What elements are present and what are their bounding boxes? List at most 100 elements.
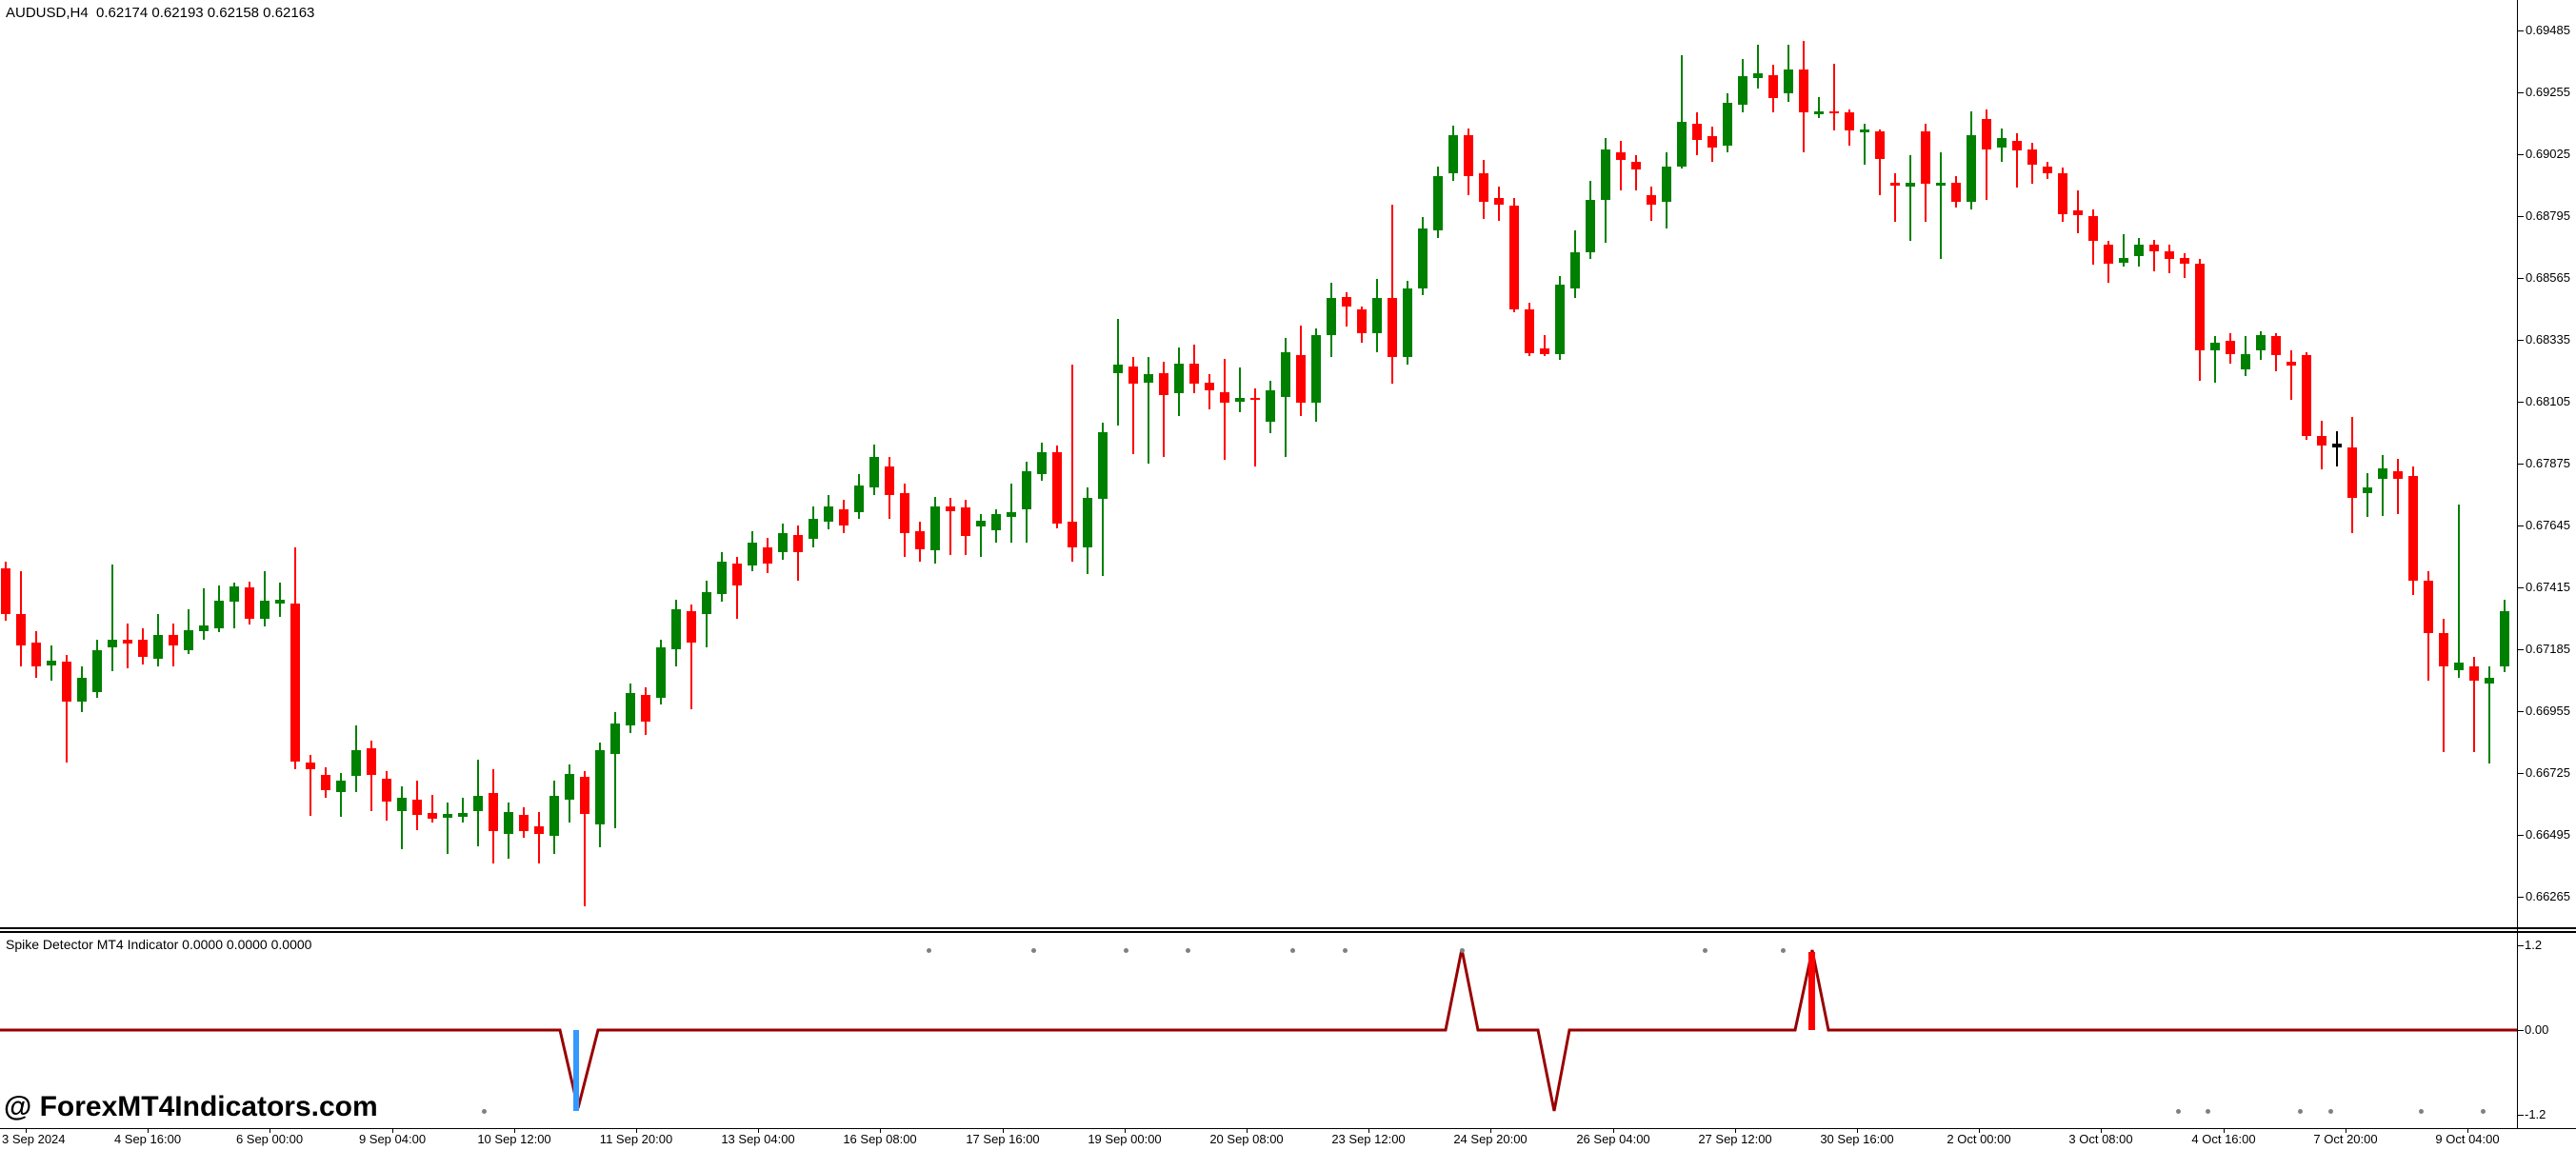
candlestick bbox=[1890, 183, 1900, 186]
candlestick bbox=[1631, 162, 1641, 169]
candle-wick bbox=[2168, 245, 2170, 273]
candle-wick bbox=[233, 583, 235, 628]
price-axis-label: 0.68565 bbox=[2526, 270, 2570, 285]
signal-dot-top bbox=[1703, 948, 1707, 953]
candlestick bbox=[1616, 152, 1626, 160]
candlestick bbox=[778, 533, 788, 552]
time-axis-label: 3 Oct 08:00 bbox=[2068, 1132, 2133, 1146]
candlestick bbox=[1860, 129, 1869, 132]
candle-wick bbox=[111, 565, 113, 671]
price-axis-label: 0.67415 bbox=[2526, 580, 2570, 594]
price-axis-label: 0.68105 bbox=[2526, 394, 2570, 408]
price-axis-label: 0.68335 bbox=[2526, 332, 2570, 347]
candlestick bbox=[854, 486, 864, 512]
time-tick bbox=[1979, 1128, 1980, 1133]
candlestick bbox=[397, 798, 407, 811]
candlestick bbox=[31, 643, 41, 666]
candlestick bbox=[1113, 365, 1123, 373]
price-axis-label: 0.66495 bbox=[2526, 827, 2570, 842]
time-axis-label: 16 Sep 08:00 bbox=[843, 1132, 917, 1146]
candlestick bbox=[1586, 200, 1595, 252]
pane-separator-line-top[interactable] bbox=[0, 927, 2576, 929]
candlestick bbox=[1875, 131, 1885, 159]
price-axis-label: 0.66955 bbox=[2526, 704, 2570, 718]
main-chart-pane[interactable] bbox=[0, 0, 2517, 922]
time-tick bbox=[514, 1128, 515, 1133]
candlestick bbox=[1403, 288, 1412, 357]
price-axis-label: 0.68795 bbox=[2526, 208, 2570, 223]
candle-wick bbox=[1285, 338, 1287, 457]
candlestick bbox=[1540, 348, 1549, 354]
candlestick bbox=[1418, 228, 1428, 288]
candlestick bbox=[2165, 251, 2174, 259]
candlestick bbox=[1220, 392, 1229, 403]
candlestick bbox=[2317, 436, 2326, 446]
time-tick bbox=[636, 1128, 637, 1133]
candlestick bbox=[915, 531, 925, 549]
time-tick bbox=[758, 1128, 759, 1133]
candlestick bbox=[1967, 135, 1976, 202]
price-tick bbox=[2517, 30, 2524, 31]
candle-wick bbox=[1940, 152, 1942, 259]
candlestick bbox=[336, 781, 346, 792]
candlestick bbox=[1951, 183, 1961, 202]
candlestick bbox=[2180, 258, 2189, 264]
candlestick bbox=[641, 695, 650, 722]
price-axis-label: 0.69255 bbox=[2526, 85, 2570, 99]
candle-wick bbox=[2123, 234, 2125, 267]
candle-wick bbox=[584, 771, 586, 906]
price-axis-label: 0.66725 bbox=[2526, 765, 2570, 780]
candlestick bbox=[2073, 210, 2083, 215]
candlestick bbox=[610, 724, 620, 754]
candlestick bbox=[565, 774, 574, 800]
candlestick bbox=[1677, 122, 1687, 167]
candlestick bbox=[1921, 131, 1930, 184]
candle-wick bbox=[690, 605, 692, 709]
candle-wick bbox=[1635, 155, 1637, 190]
candlestick bbox=[199, 625, 209, 631]
candlestick bbox=[138, 640, 148, 657]
candle-wick bbox=[127, 624, 129, 668]
candlestick bbox=[2226, 341, 2235, 354]
time-tick bbox=[1735, 1128, 1736, 1133]
candle-wick bbox=[1239, 367, 1241, 412]
candlestick bbox=[1555, 285, 1565, 354]
candlestick bbox=[16, 614, 26, 645]
time-axis-label: 17 Sep 16:00 bbox=[966, 1132, 1040, 1146]
time-axis-border bbox=[0, 1128, 2576, 1129]
candle-wick bbox=[2443, 619, 2445, 752]
time-tick bbox=[148, 1128, 149, 1133]
sell-spike-marker bbox=[1808, 952, 1815, 1030]
candlestick bbox=[1250, 398, 1260, 400]
candlestick bbox=[306, 763, 315, 769]
candlestick bbox=[214, 601, 224, 628]
indicator-tick bbox=[2517, 1030, 2524, 1031]
candlestick bbox=[1707, 136, 1717, 148]
time-axis-label: 23 Sep 12:00 bbox=[1331, 1132, 1406, 1146]
candlestick bbox=[123, 640, 132, 644]
signal-dot-top bbox=[1343, 948, 1348, 953]
time-axis-label: 10 Sep 12:00 bbox=[477, 1132, 551, 1146]
candlestick bbox=[1799, 69, 1808, 112]
price-tick bbox=[2517, 711, 2524, 712]
price-tick bbox=[2517, 340, 2524, 341]
candlestick bbox=[1342, 297, 1351, 307]
candlestick bbox=[1647, 195, 1656, 205]
candlestick bbox=[443, 814, 452, 818]
watermark-logo: @ ForexMT4Indicators.com bbox=[4, 1091, 378, 1122]
chart-symbol-ohlc-title: AUDUSD,H4 0.62174 0.62193 0.62158 0.6216… bbox=[6, 5, 315, 21]
candlestick bbox=[1083, 498, 1092, 547]
candlestick bbox=[976, 521, 986, 526]
price-axis-label: 0.67185 bbox=[2526, 642, 2570, 656]
candlestick bbox=[245, 587, 254, 619]
candle-wick bbox=[614, 712, 616, 828]
candlestick bbox=[732, 564, 742, 585]
price-axis-label: 0.67875 bbox=[2526, 456, 2570, 470]
price-axis-label: 0.69485 bbox=[2526, 23, 2570, 37]
signal-dot-top bbox=[1186, 948, 1190, 953]
time-axis-label: 9 Sep 04:00 bbox=[358, 1132, 427, 1146]
candle-wick bbox=[203, 588, 205, 640]
price-tick bbox=[2517, 464, 2524, 465]
time-tick bbox=[2467, 1128, 2468, 1133]
candlestick bbox=[275, 600, 285, 604]
